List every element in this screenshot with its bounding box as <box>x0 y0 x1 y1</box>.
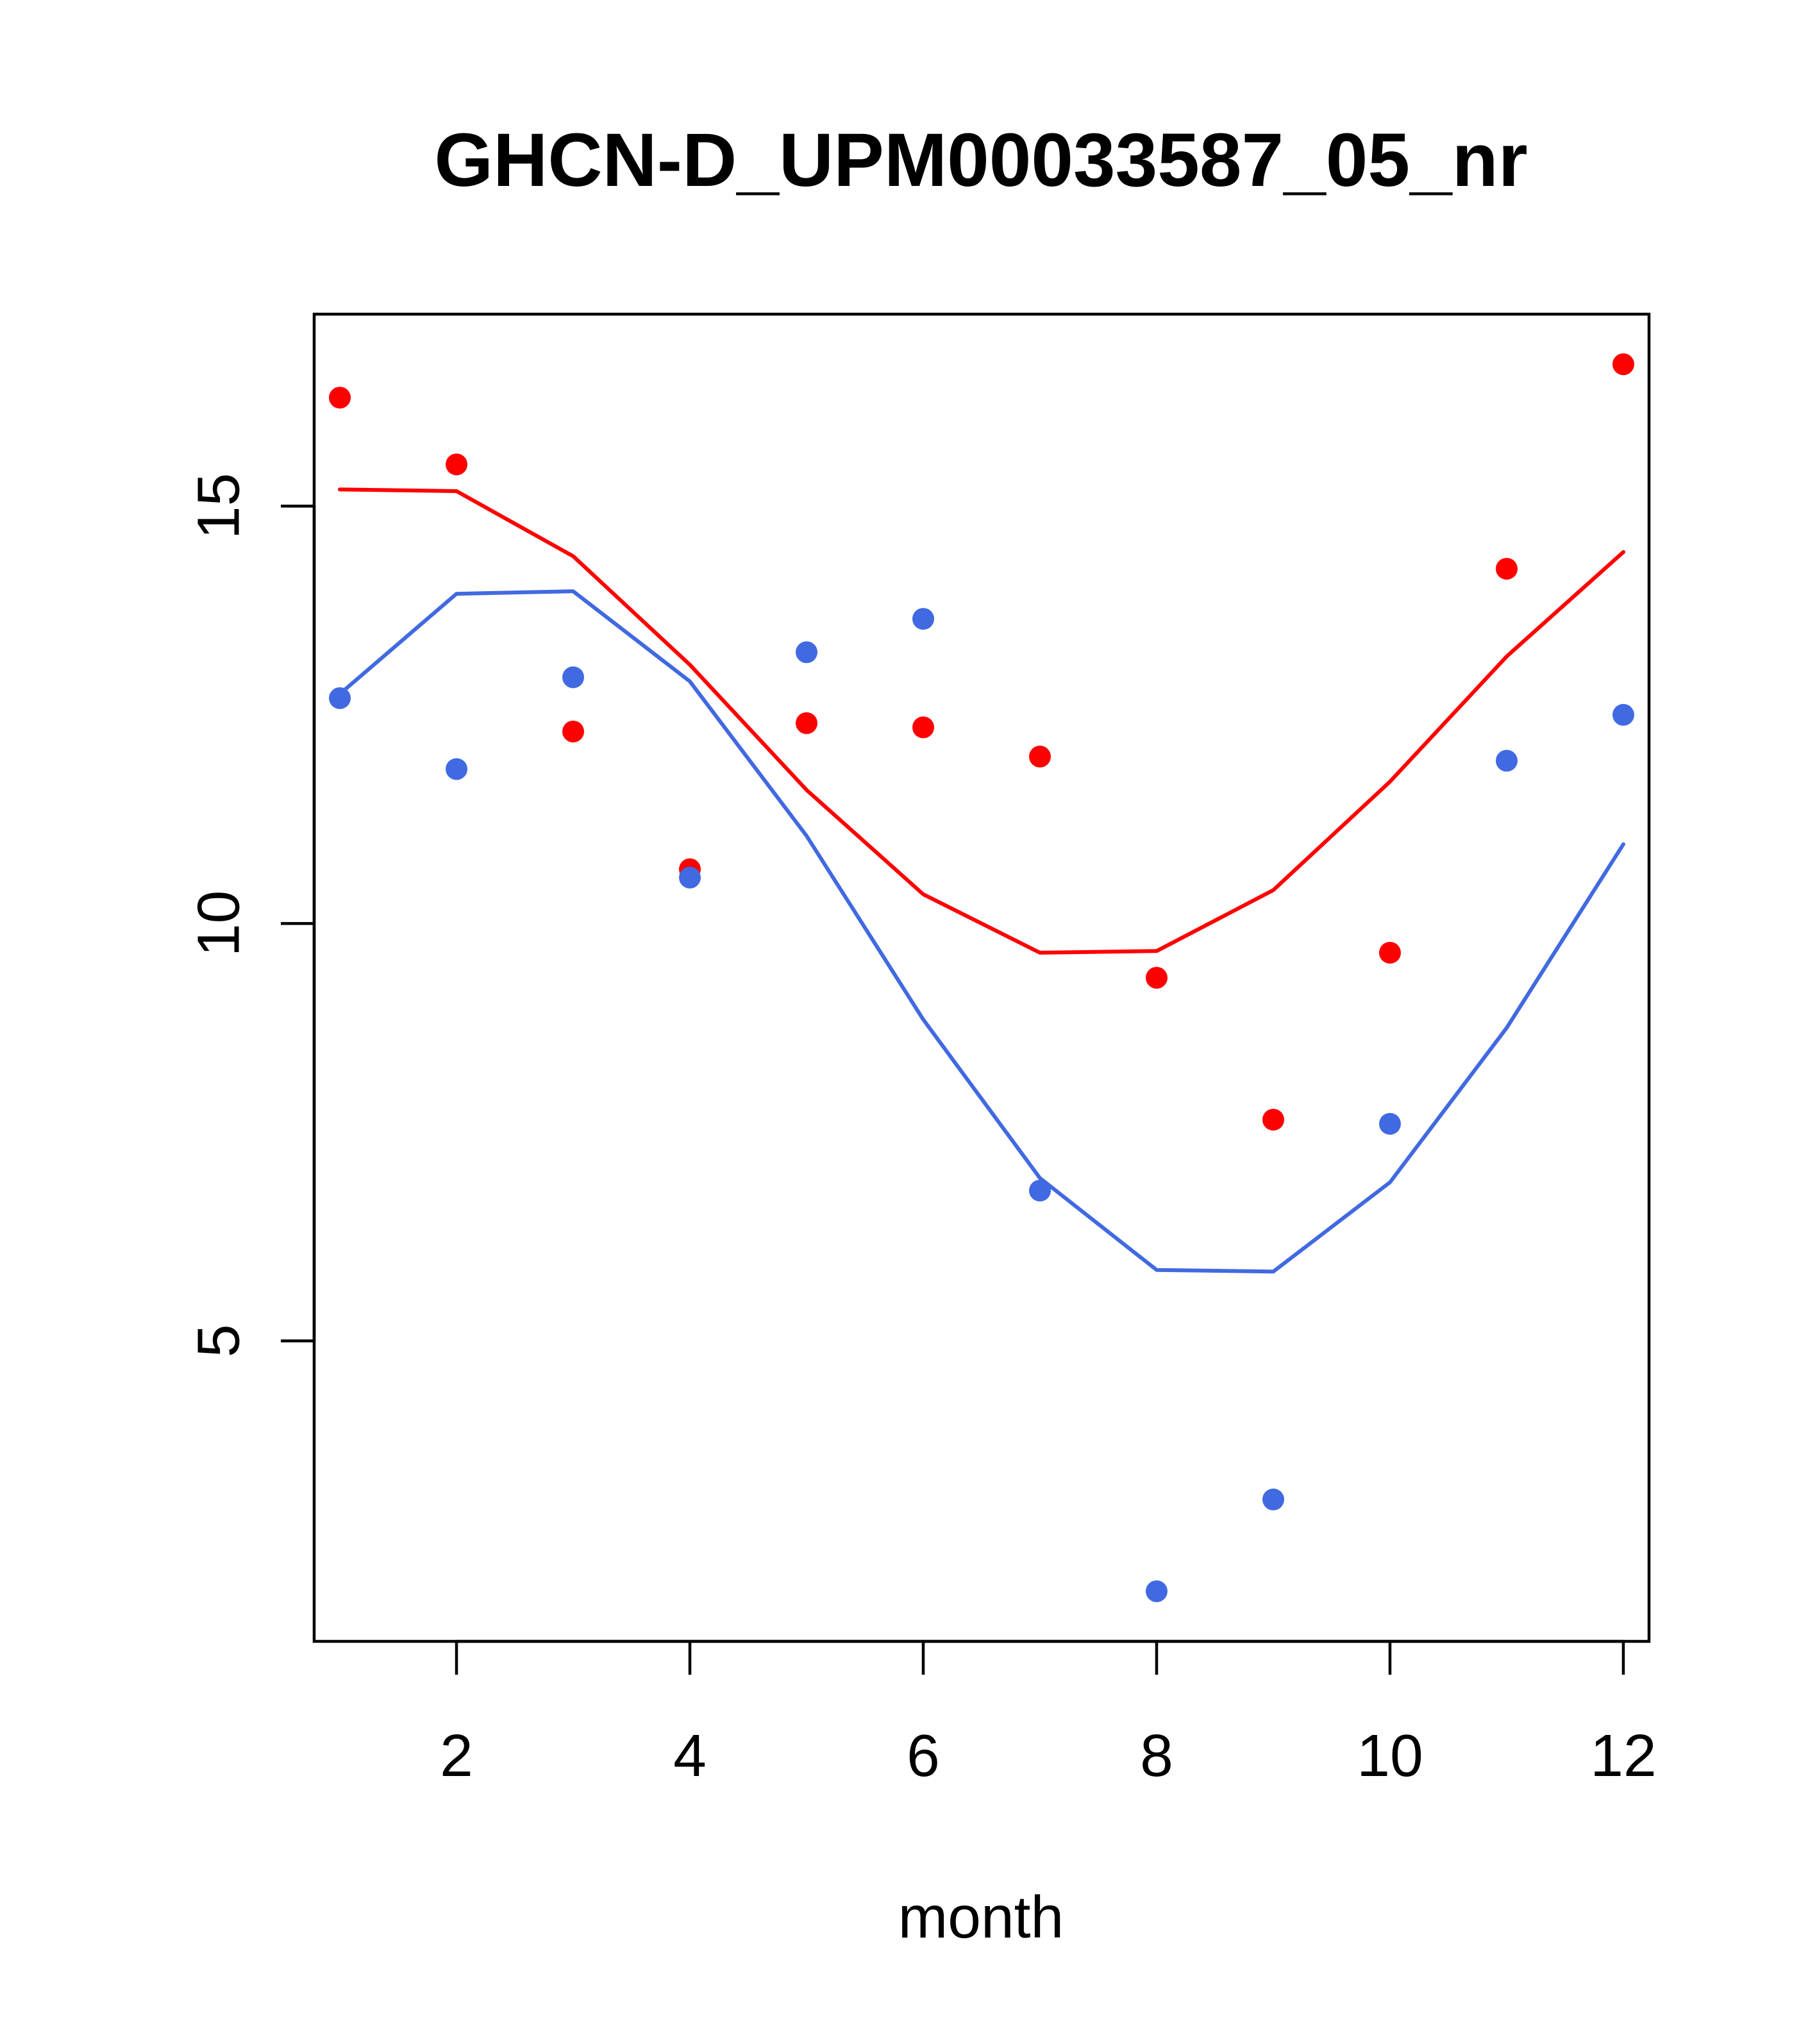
y-tick-label: 10 <box>185 891 252 957</box>
series-1-point <box>1262 1109 1284 1131</box>
series-1-point <box>562 720 585 742</box>
chart-title: GHCN-D_UPM00033587_05_nr <box>434 118 1527 203</box>
series-2-point <box>1612 703 1634 726</box>
series-1 <box>329 353 1634 1131</box>
x-tick-label: 8 <box>1140 1722 1173 1789</box>
series-1-point <box>1145 967 1168 989</box>
x-tick-label: 4 <box>673 1722 707 1789</box>
series-2-point <box>446 758 468 780</box>
series-2-point <box>1495 750 1518 772</box>
x-axis: 2 4 6 8 10 12 <box>440 1639 1657 1789</box>
series-layer <box>329 353 1634 1602</box>
series-1-line <box>338 487 1625 955</box>
series-1-point <box>912 716 935 739</box>
series-2-point <box>912 608 935 630</box>
series-1-point <box>1495 558 1518 580</box>
y-tick-label: 15 <box>185 473 252 539</box>
series-1-point <box>1612 353 1634 376</box>
series-2-point <box>562 666 585 689</box>
series-1-point <box>796 712 818 734</box>
x-tick-label: 12 <box>1590 1722 1656 1789</box>
x-tick-label: 10 <box>1357 1722 1423 1789</box>
x-tick-label: 2 <box>440 1722 473 1789</box>
series-1-point <box>329 387 351 409</box>
series-1-point <box>1028 746 1051 767</box>
x-axis-label: month <box>898 1884 1064 1950</box>
series-1-point <box>1378 941 1401 964</box>
series-2-point <box>1145 1580 1168 1602</box>
y-axis: 5 10 15 <box>185 473 316 1357</box>
series-2-point <box>679 866 701 889</box>
series-2-point <box>1262 1488 1284 1511</box>
series-2-point <box>1028 1179 1051 1202</box>
series-2 <box>329 589 1634 1602</box>
y-tick-label: 5 <box>185 1324 252 1357</box>
x-tick-label: 6 <box>907 1722 940 1789</box>
series-2-point <box>329 687 351 709</box>
series-1-point <box>446 453 468 476</box>
series-2-point <box>1378 1112 1401 1135</box>
series-2-point <box>796 641 818 664</box>
series-2-line <box>338 589 1625 1274</box>
